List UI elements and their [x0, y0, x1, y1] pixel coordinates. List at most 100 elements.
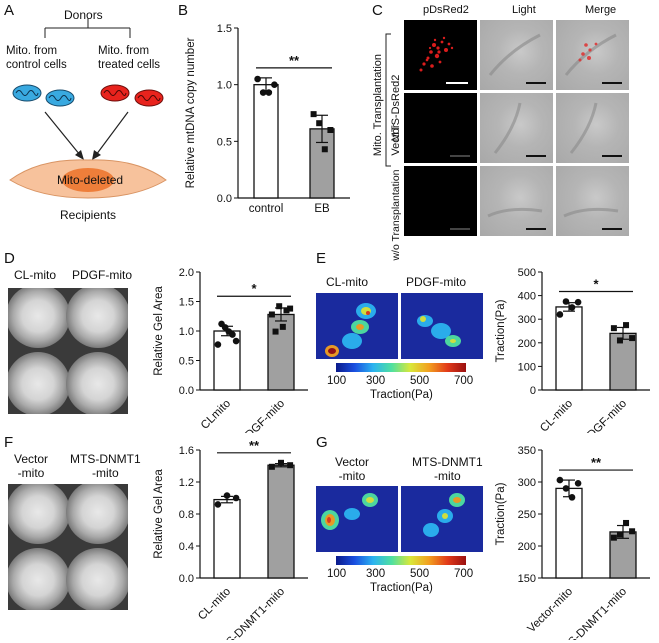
g-label-dnmt1: MTS-DNMT1 -mito	[412, 455, 483, 483]
data-point	[623, 519, 630, 526]
y-tick-label: 350	[518, 445, 536, 457]
colorbar-e	[336, 363, 466, 372]
row-label-wo: w/o Transplantation	[390, 169, 402, 261]
significance-marker: *	[593, 277, 599, 292]
gel-plate-f	[8, 484, 128, 610]
data-point	[556, 311, 564, 318]
y-tick-label: 0.5	[179, 356, 194, 368]
traction-map-g-dnmt1	[401, 486, 483, 552]
donors-label: Donors	[64, 8, 103, 22]
data-point	[610, 325, 617, 332]
e-label-pdgf: PDGF-mito	[406, 275, 466, 289]
g-cbar-tick-300: 300	[366, 568, 386, 580]
y-tick-label: 300	[518, 314, 536, 326]
scale-bar	[602, 82, 622, 84]
data-point	[321, 146, 328, 153]
data-point	[629, 335, 636, 342]
scale-bar	[602, 228, 622, 230]
bar-chart-d: 0.0 0.5 1.0 1.5 2.0 Relative Gel Area CLmito PD…	[153, 267, 308, 433]
gel-plate-d	[8, 288, 128, 414]
y-tick-label: 1.0	[179, 326, 194, 338]
scale-bar	[446, 82, 468, 84]
panel-label-e: E	[316, 250, 327, 267]
y-axis-label: Traction(Pa)	[495, 299, 507, 362]
y-axis-label: Traction(Pa)	[495, 482, 507, 545]
micro-wo-fluor	[404, 166, 477, 236]
f-label-vector: Vector -mito	[14, 452, 49, 480]
data-point	[574, 479, 582, 487]
panel-label-b: B	[178, 2, 189, 19]
micro-dsred2-light	[480, 20, 553, 90]
data-point	[623, 322, 630, 329]
scale-bar	[526, 82, 546, 84]
data-point	[283, 307, 290, 314]
y-axis-label: Relative Gel Area	[153, 286, 165, 376]
y-tick-label: 0.0	[217, 193, 232, 205]
category-label: control	[249, 203, 284, 215]
data-point	[287, 305, 294, 312]
data-point	[574, 298, 582, 306]
col-header-light: Light	[512, 4, 536, 16]
recipient-cell-icon	[9, 159, 167, 199]
category-label: CL-mito	[538, 398, 575, 433]
e-cbar-label: Traction(Pa)	[370, 389, 433, 401]
data-point	[268, 463, 275, 470]
g-cbar-label: Traction(Pa)	[370, 582, 433, 594]
category-label: Vector-mito	[526, 586, 576, 636]
data-point	[223, 492, 231, 499]
bar	[555, 306, 583, 391]
mito-deleted-label: Mito-deleted	[57, 173, 124, 187]
f-label-dnmt1: MTS-DNMT1 -mito	[70, 452, 141, 480]
col-header-pdsred2: pDsRed2	[423, 4, 469, 16]
data-point	[254, 75, 261, 83]
y-tick-label: 0	[530, 385, 536, 397]
y-tick-label: 0.0	[179, 385, 194, 397]
panel-label-c: C	[372, 2, 383, 19]
panel-label-f: F	[4, 434, 14, 451]
control-mitochondria-icon	[12, 84, 75, 107]
data-point	[629, 528, 636, 535]
traction-map-g-vector	[316, 486, 398, 552]
bar	[555, 487, 583, 579]
d-label-pdgf: PDGF-mito	[72, 268, 132, 282]
y-tick-label: 200	[518, 541, 536, 553]
data-point	[214, 341, 222, 348]
e-cbar-tick-500: 500	[410, 375, 430, 387]
y-tick-label: 1.5	[217, 23, 232, 35]
panel-label-a: A	[4, 2, 15, 19]
data-point	[268, 311, 275, 318]
micro-vector-fluor	[404, 93, 477, 163]
data-point	[279, 323, 286, 330]
category-label: EB	[314, 203, 330, 215]
data-point	[214, 501, 222, 508]
y-tick-label: 100	[518, 361, 536, 373]
g-label-vector: Vector -mito	[335, 455, 370, 483]
micro-wo-merge	[556, 166, 629, 236]
significance-marker: **	[249, 440, 260, 453]
scale-bar	[450, 155, 470, 157]
data-point	[568, 304, 576, 311]
category-label: PDGF-mito	[238, 398, 287, 433]
data-point	[610, 534, 617, 541]
category-label: PDGF-mito	[580, 398, 629, 433]
e-cbar-tick-300: 300	[366, 375, 386, 387]
y-tick-label: 2.0	[179, 267, 194, 279]
y-tick-label: 400	[518, 291, 536, 303]
mito-control-label: Mito. from control cells	[6, 45, 67, 71]
data-point	[271, 81, 278, 88]
data-point	[278, 459, 284, 466]
data-point	[556, 476, 564, 484]
y-tick-label: 1.2	[179, 477, 194, 489]
e-label-cl: CL-mito	[326, 275, 369, 289]
data-point	[616, 531, 623, 538]
e-cbar-tick-700: 700	[454, 375, 474, 387]
mito-treated-label: Mito. from treated cells	[98, 45, 161, 71]
bar	[609, 332, 637, 391]
data-point	[272, 328, 279, 335]
micro-wo-light	[480, 166, 553, 236]
panel-label-d: D	[4, 250, 15, 267]
y-tick-label: 1.5	[179, 297, 194, 309]
y-tick-label: 200	[518, 338, 536, 350]
bar-chart-b: 0.0 0.5 1.0 1.5 Relative mtDNA copy number co…	[185, 23, 350, 215]
significance-marker: **	[289, 53, 300, 68]
